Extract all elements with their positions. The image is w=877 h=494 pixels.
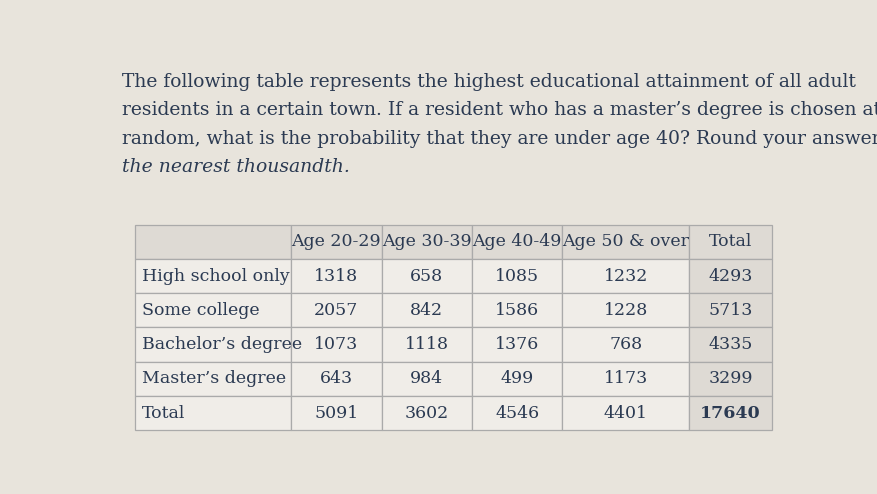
Text: residents in a certain town. If a resident who has a master’s degree is chosen a: residents in a certain town. If a reside… [122, 101, 877, 119]
Text: 1228: 1228 [603, 302, 648, 319]
Text: 3602: 3602 [404, 405, 449, 421]
Bar [472, 293, 562, 328]
Bar [291, 328, 381, 362]
Text: Master’s degree: Master’s degree [142, 370, 287, 387]
Text: 643: 643 [320, 370, 353, 387]
Text: 17640: 17640 [701, 405, 761, 421]
Text: 1376: 1376 [496, 336, 539, 353]
Bar [562, 293, 689, 328]
Bar [562, 362, 689, 396]
Text: 658: 658 [410, 268, 443, 285]
Text: 1586: 1586 [496, 302, 539, 319]
Bar [472, 396, 562, 430]
Bar [472, 259, 562, 293]
Bar [291, 396, 381, 430]
Text: The following table represents the highest educational attainment of all adult: The following table represents the highe… [122, 73, 856, 90]
Text: 1073: 1073 [314, 336, 359, 353]
Text: random, what is the probability that they are under age 40? Round your answer to: random, what is the probability that the… [122, 129, 877, 148]
Bar [291, 293, 381, 328]
Bar [562, 259, 689, 293]
Bar [291, 225, 381, 259]
Bar [381, 293, 472, 328]
Bar [381, 396, 472, 430]
Text: 1318: 1318 [314, 268, 359, 285]
Bar [689, 362, 773, 396]
Bar [562, 396, 689, 430]
Text: 1085: 1085 [496, 268, 539, 285]
Text: Age 40-49: Age 40-49 [473, 233, 562, 250]
Bar [381, 362, 472, 396]
Bar [381, 259, 472, 293]
Text: Some college: Some college [142, 302, 260, 319]
Text: 1118: 1118 [405, 336, 449, 353]
Bar [381, 328, 472, 362]
Text: 984: 984 [410, 370, 443, 387]
Text: Bachelor’s degree: Bachelor’s degree [142, 336, 303, 353]
Bar [472, 225, 562, 259]
Text: High school only: High school only [142, 268, 290, 285]
Text: Total: Total [142, 405, 186, 421]
Text: 4335: 4335 [709, 336, 752, 353]
Bar [562, 328, 689, 362]
Text: Age 20-29: Age 20-29 [291, 233, 381, 250]
Text: Age 30-39: Age 30-39 [381, 233, 472, 250]
Bar [689, 293, 773, 328]
Bar [562, 225, 689, 259]
Bar [135, 293, 291, 328]
Bar [689, 396, 773, 430]
Bar [135, 225, 291, 259]
Bar [689, 225, 773, 259]
Bar [689, 328, 773, 362]
Text: 4293: 4293 [709, 268, 752, 285]
Bar [381, 225, 472, 259]
Text: 5713: 5713 [709, 302, 752, 319]
Text: 1232: 1232 [603, 268, 648, 285]
Bar [472, 362, 562, 396]
Text: 1173: 1173 [603, 370, 648, 387]
Text: 3299: 3299 [709, 370, 753, 387]
Bar [291, 259, 381, 293]
Text: Total: Total [709, 233, 752, 250]
Bar [135, 396, 291, 430]
Text: 2057: 2057 [314, 302, 359, 319]
Bar [135, 328, 291, 362]
Text: 4546: 4546 [496, 405, 539, 421]
Text: 768: 768 [610, 336, 642, 353]
Bar [689, 259, 773, 293]
Text: the nearest thousandth.: the nearest thousandth. [122, 158, 350, 176]
Bar [135, 259, 291, 293]
Bar [291, 362, 381, 396]
Text: 842: 842 [410, 302, 443, 319]
Bar [135, 362, 291, 396]
Text: 5091: 5091 [314, 405, 359, 421]
Text: 4401: 4401 [603, 405, 648, 421]
Text: 499: 499 [501, 370, 534, 387]
Bar [472, 328, 562, 362]
Text: Age 50 & over: Age 50 & over [562, 233, 689, 250]
